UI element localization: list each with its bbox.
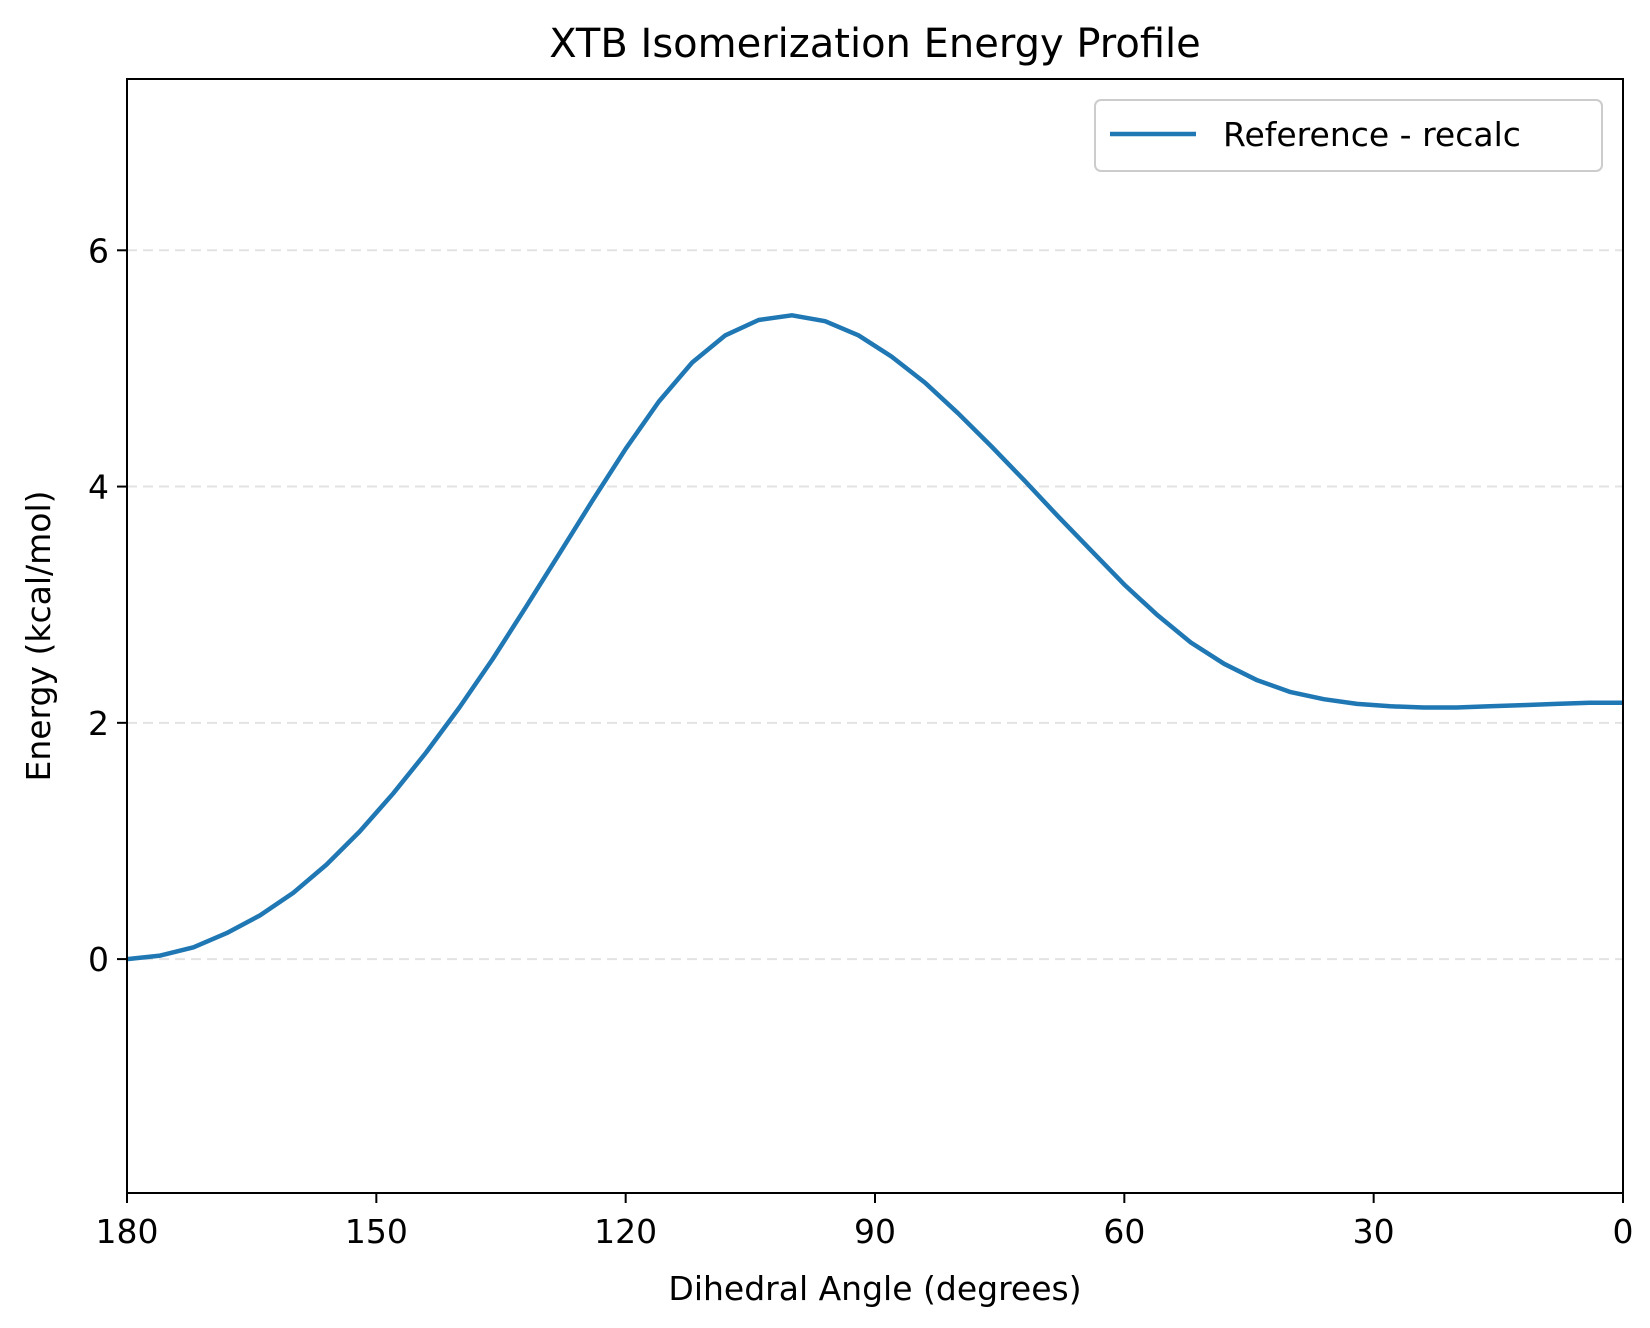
x-tick-label-3: 90 [854, 1212, 896, 1251]
x-tick-label-4: 60 [1103, 1212, 1145, 1251]
chart-title: XTB Isomerization Energy Profile [549, 21, 1201, 67]
x-tick-label-2: 120 [594, 1212, 657, 1251]
x-axis-ticks: 180 150 120 90 60 30 0 [96, 1193, 1634, 1251]
x-tick-label-6: 0 [1613, 1212, 1634, 1251]
x-tick-label-5: 30 [1353, 1212, 1395, 1251]
y-axis-label: Energy (kcal/mol) [19, 490, 58, 781]
legend-label: Reference - recalc [1223, 115, 1521, 154]
y-axis-ticks: 0 2 4 6 [88, 231, 127, 979]
x-axis-label: Dihedral Angle (degrees) [668, 1269, 1081, 1308]
y-tick-label-3: 6 [88, 231, 109, 270]
y-tick-label-2: 4 [88, 468, 109, 507]
grid-lines [127, 249, 1623, 961]
x-tick-label-1: 150 [345, 1212, 408, 1251]
legend-box [1094, 99, 1603, 172]
legend: Reference - recalc [1094, 99, 1603, 172]
y-tick-label-0: 0 [88, 940, 109, 979]
x-tick-label-0: 180 [96, 1212, 159, 1251]
series-line-0 [126, 313, 1623, 962]
y-tick-label-1: 2 [88, 704, 109, 743]
series-layer [126, 313, 1623, 962]
